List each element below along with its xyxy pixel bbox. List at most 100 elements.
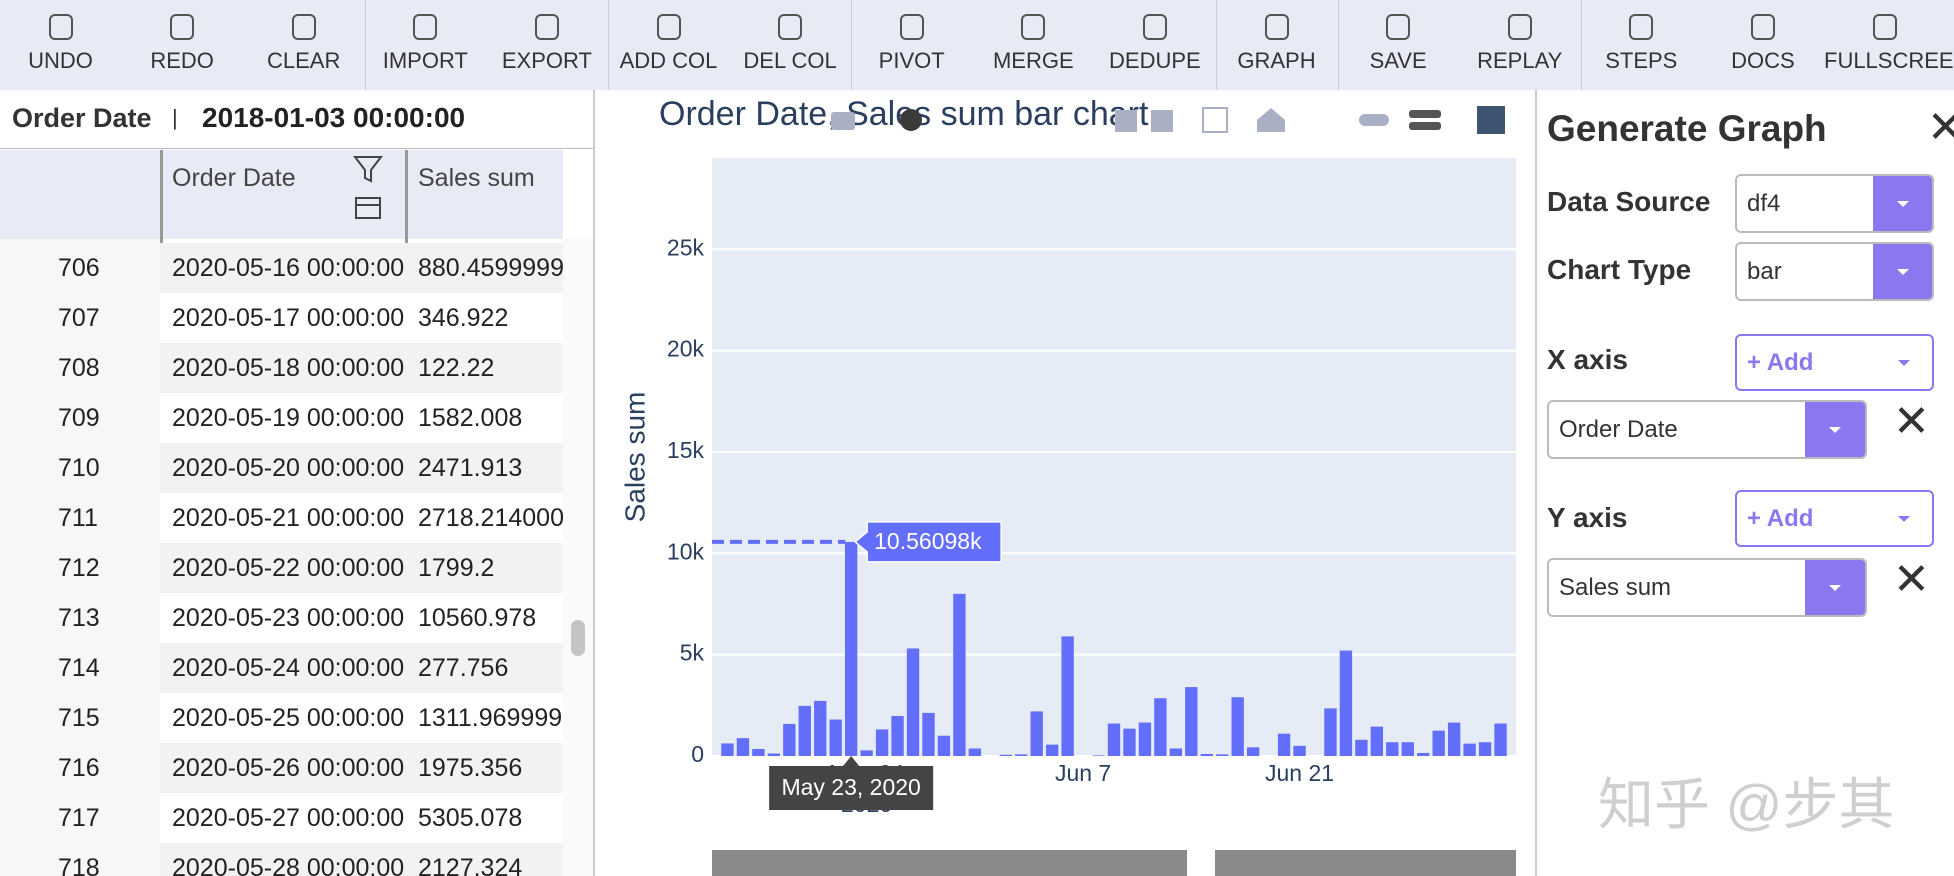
- data-source-select[interactable]: df4: [1735, 174, 1934, 233]
- toolbar-button[interactable]: EXPORT: [486, 0, 607, 90]
- modebar[interactable]: [831, 106, 1505, 134]
- y-field-select[interactable]: Sales sum: [1547, 558, 1867, 617]
- toolbar-button[interactable]: SAVE: [1338, 0, 1459, 90]
- scrollbar[interactable]: [563, 239, 593, 876]
- y-axis-title: Sales sum: [619, 392, 650, 523]
- cell: 2020-05-28 00:00:00: [172, 854, 404, 876]
- bar: [721, 743, 734, 756]
- close-button[interactable]: ✕: [1927, 103, 1954, 152]
- bar: [752, 748, 765, 756]
- icon: [534, 14, 559, 40]
- bar: [767, 753, 781, 756]
- dropdown-button[interactable]: [1873, 244, 1932, 299]
- y-tick-label: 20k: [667, 336, 705, 362]
- icon-shape: [413, 14, 438, 40]
- bar: [1386, 742, 1399, 756]
- icon-shape: [1629, 14, 1654, 40]
- rows: 706 2020-05-16 00:00:00 880.4599999 707 2020…: [0, 239, 563, 876]
- remove-button[interactable]: ✕: [1893, 397, 1930, 446]
- add-text: + Add: [1747, 348, 1814, 376]
- column-header[interactable]: Order Date: [172, 164, 296, 192]
- dropdown-button[interactable]: [1805, 560, 1865, 615]
- icon-shape: [1507, 14, 1532, 40]
- filter-column: Order Date: [12, 103, 152, 133]
- dropdown-button[interactable]: [1873, 176, 1932, 231]
- scroll-thumb[interactable]: [571, 620, 585, 656]
- button-label: DEL COL: [743, 48, 837, 73]
- toolbar-button[interactable]: DEDUPE: [1094, 0, 1215, 90]
- button-label: SAVE: [1369, 48, 1427, 73]
- toolbar-button[interactable]: REPLAY: [1459, 0, 1580, 90]
- separator: [364, 0, 366, 90]
- row-bg: [160, 443, 563, 493]
- toolbar-button[interactable]: UNDO: [0, 0, 121, 90]
- toolbar-button[interactable]: STEPS: [1581, 0, 1702, 90]
- chart-type-select[interactable]: bar: [1735, 242, 1934, 301]
- column-header[interactable]: Sales sum: [418, 164, 535, 192]
- select-value: bar: [1747, 257, 1782, 285]
- hover-box: [853, 521, 1002, 563]
- cell: 1582.008: [418, 404, 523, 432]
- icon: [656, 14, 681, 40]
- x-add-select[interactable]: + Add: [1735, 334, 1934, 391]
- row-bg: [160, 843, 563, 876]
- bar: [1463, 743, 1476, 756]
- icon: [1264, 14, 1289, 40]
- select-value: Order Date: [1559, 415, 1678, 443]
- toolbar-button[interactable]: PIVOT: [851, 0, 972, 90]
- hover-x-label: May 23, 2020: [781, 774, 920, 800]
- y-tick-label: 10k: [667, 538, 705, 564]
- x-tick-label: Jun 7: [1055, 760, 1111, 786]
- button-label: STEPS: [1605, 48, 1678, 73]
- row-index: 706: [58, 254, 100, 282]
- bar: [1092, 755, 1105, 756]
- row-bg: [160, 643, 563, 693]
- row-bg: [160, 593, 563, 643]
- remove-button[interactable]: ✕: [1893, 555, 1930, 604]
- x-field-select[interactable]: Order Date: [1547, 400, 1867, 459]
- row-bg: [160, 293, 563, 343]
- toolbar-button[interactable]: CLEAR: [243, 0, 364, 90]
- cell: 880.4599999: [418, 254, 563, 282]
- separator: [1337, 0, 1339, 90]
- plot-area: [712, 158, 1516, 756]
- dropdown-button[interactable]: [1805, 402, 1865, 457]
- toolbar-button[interactable]: MERGE: [973, 0, 1094, 90]
- icon-shape: [899, 14, 924, 40]
- toolbar-button[interactable]: FULLSCREEN: [1824, 0, 1954, 90]
- cell: 2020-05-25 00:00:00: [172, 704, 404, 732]
- bar: [922, 712, 935, 756]
- separator: [1580, 0, 1582, 90]
- toolbar-button[interactable]: DEL COL: [730, 0, 851, 90]
- chart: Order Date, Sales sum bar chart Sales su…: [619, 95, 1516, 876]
- y-add-select[interactable]: + Add: [1735, 490, 1934, 547]
- row-index: 714: [58, 654, 100, 682]
- cell: 277.756: [418, 654, 509, 682]
- toolbar-button[interactable]: GRAPH: [1216, 0, 1337, 90]
- bar: [860, 750, 873, 756]
- cell: 1799.2: [418, 554, 495, 582]
- cell: 2020-05-20 00:00:00: [172, 454, 404, 482]
- row-index: 718: [58, 854, 100, 876]
- toolbar-button[interactable]: ADD COL: [608, 0, 729, 90]
- cell: 2020-05-17 00:00:00: [172, 304, 404, 332]
- toolbar-button[interactable]: REDO: [122, 0, 243, 90]
- cell: 2020-05-24 00:00:00: [172, 654, 404, 682]
- bar: [1015, 754, 1028, 756]
- button-label: DEDUPE: [1109, 48, 1201, 73]
- cell: 2718.214000: [418, 504, 563, 532]
- toolbar-button[interactable]: DOCS: [1702, 0, 1823, 90]
- cell: 2020-05-19 00:00:00: [172, 404, 404, 432]
- bar: [1246, 747, 1260, 756]
- bar: [1355, 739, 1368, 756]
- button-label: UNDO: [28, 48, 93, 73]
- button-label: PIVOT: [878, 48, 945, 73]
- bar: [736, 738, 750, 756]
- cell: 122.22: [418, 354, 495, 382]
- icon: [413, 14, 438, 40]
- header-row: [0, 150, 563, 239]
- bar: [1216, 754, 1229, 756]
- toolbar-button[interactable]: IMPORT: [365, 0, 486, 90]
- separator: [1216, 0, 1217, 90]
- filter-icons[interactable]: [352, 154, 384, 224]
